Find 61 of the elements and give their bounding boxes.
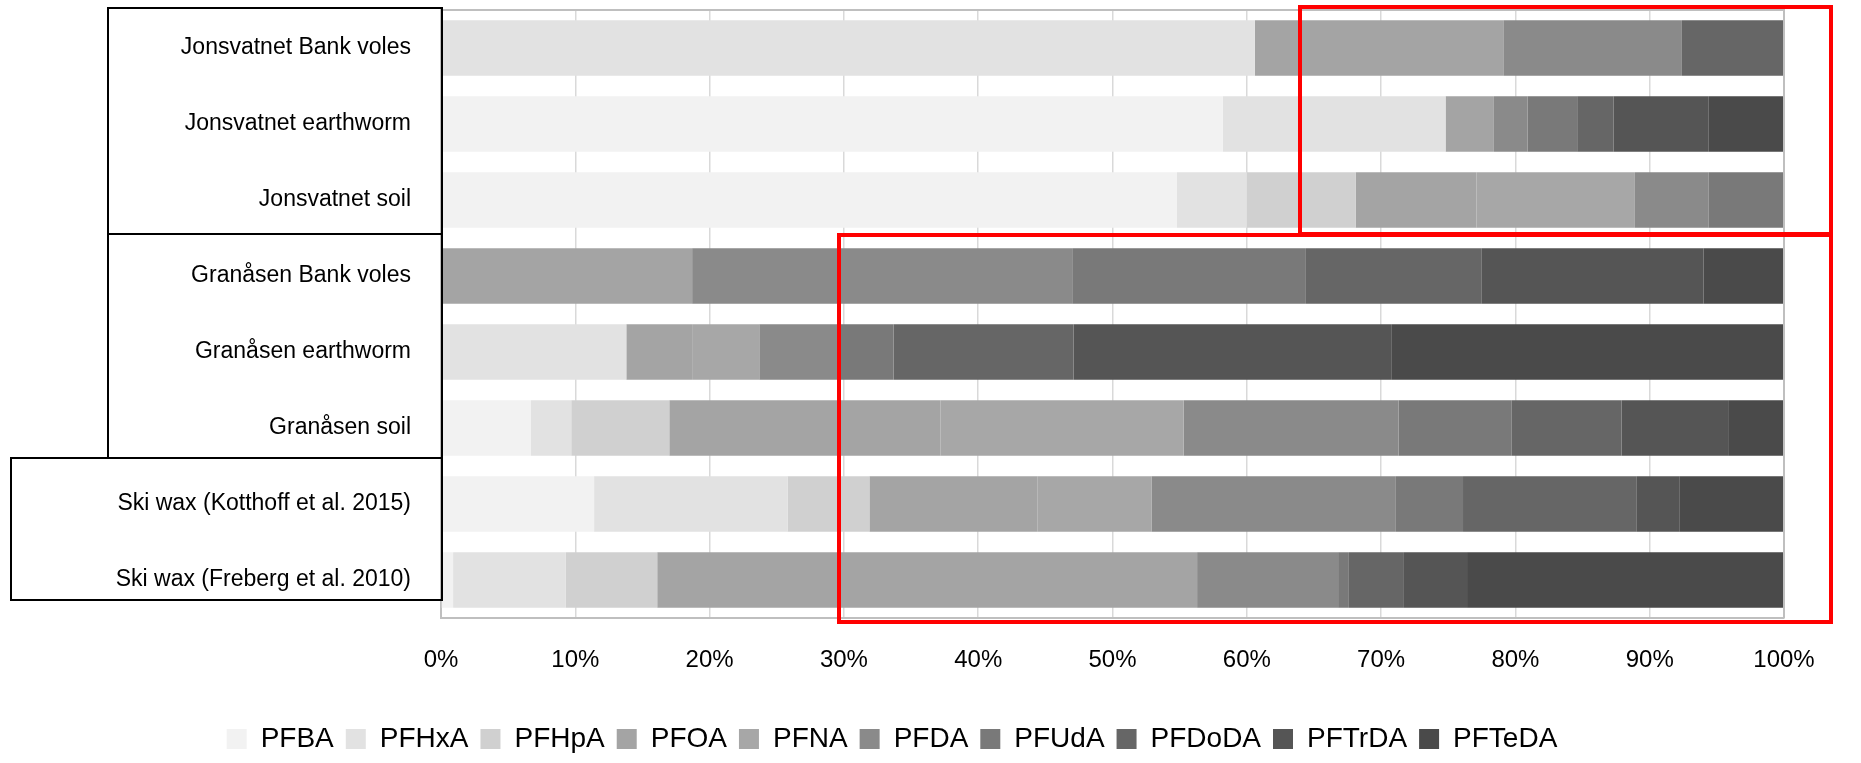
y-tick-label: Granåsen Bank voles [191,261,411,288]
bar [1503,20,1682,76]
bar [657,552,1198,608]
y-tick-label: Granåsen earthworm [194,337,411,364]
y-tick-label: Granåsen soil [269,413,411,440]
bar [1708,172,1784,228]
bar [1527,96,1578,152]
bar [1338,552,1349,608]
bar [1681,20,1784,76]
legend-label: PFUdA [1014,721,1105,753]
bar [759,324,838,380]
bar [1511,400,1622,456]
legend-label: PFHpA [514,721,606,753]
bar [1183,400,1399,456]
bar [893,324,1074,380]
bar [441,552,454,608]
bar [530,400,572,456]
bar [441,172,1177,228]
bar [1398,400,1512,456]
bar [1197,552,1339,608]
bar [1493,96,1528,152]
legend-label: PFTrDA [1307,721,1408,753]
y-tick-label: Ski wax (Freberg et al. 2010) [115,565,411,592]
bar [1348,552,1404,608]
bar [1577,96,1614,152]
x-tick-label: 100% [1753,645,1815,673]
bar [441,248,693,304]
bar [1634,172,1709,228]
x-tick-label: 60% [1222,645,1271,673]
x-tick-label: 70% [1357,645,1406,673]
y-tick-label: Ski wax (Kotthoff et al. 2015) [117,489,411,516]
x-tick-label: 80% [1491,645,1540,673]
bar [1305,248,1482,304]
x-tick-label: 10% [551,645,600,673]
legend-label: PFBA [260,721,335,753]
x-tick-label: 30% [819,645,868,673]
bar [1395,476,1464,532]
x-tick-label: 20% [685,645,734,673]
y-tick-label: Jonsvatnet soil [258,185,411,212]
legend-label: PFHxA [379,721,469,753]
bar [1151,476,1396,532]
bar [1445,96,1494,152]
legend-label: PFOA [650,721,728,753]
bar [1463,476,1637,532]
legend-label: PFDoDA [1150,721,1262,753]
legend-label: PFTeDA [1453,721,1558,753]
y-tick-label: Jonsvatnet Bank voles [180,33,411,60]
bar [441,400,531,456]
bar [453,552,566,608]
legend-label: PFNA [772,721,848,753]
x-tick-label: 0% [423,645,459,673]
x-tick-label: 90% [1625,645,1674,673]
bar [441,96,1223,152]
bar [441,476,595,532]
x-tick-label: 40% [954,645,1003,673]
x-tick-label: 50% [1088,645,1137,673]
bar [1254,20,1504,76]
bar [1072,248,1306,304]
bar [692,248,1073,304]
y-tick-label: Jonsvatnet earthworm [184,109,411,136]
legend-label: PFDA [893,721,969,753]
